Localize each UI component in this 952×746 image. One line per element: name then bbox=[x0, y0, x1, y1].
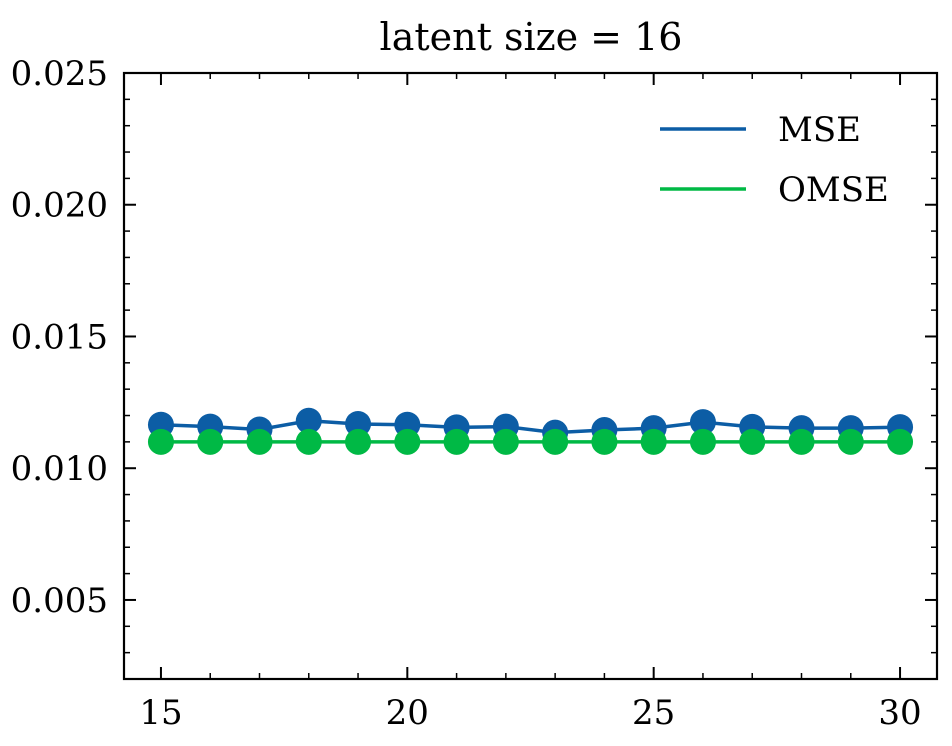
series-line-mse bbox=[160, 419, 901, 435]
point-omse bbox=[345, 428, 372, 455]
point-mse bbox=[295, 407, 322, 434]
point-omse bbox=[591, 428, 618, 455]
plot-frame bbox=[122, 71, 939, 681]
point-omse bbox=[394, 428, 421, 455]
x-tick-label: 25 bbox=[632, 693, 675, 733]
point-omse bbox=[837, 428, 864, 455]
point-mse bbox=[689, 409, 716, 436]
y-tick-label: 0.015 bbox=[11, 317, 108, 357]
point-omse bbox=[542, 428, 569, 455]
point-omse bbox=[640, 428, 667, 455]
point-omse bbox=[739, 428, 766, 455]
point-omse bbox=[887, 428, 914, 455]
legend-label-omse: OMSE bbox=[778, 170, 889, 210]
x-tick-label: 15 bbox=[139, 693, 182, 733]
x-tick-label: 30 bbox=[878, 693, 921, 733]
legend-label-mse: MSE bbox=[778, 110, 861, 150]
x-tick-label: 20 bbox=[386, 693, 429, 733]
point-omse bbox=[443, 428, 470, 455]
y-tick-label: 0.010 bbox=[11, 449, 108, 489]
y-tick-label: 0.005 bbox=[11, 581, 108, 621]
chart-title: latent size = 16 bbox=[380, 15, 683, 59]
point-omse bbox=[147, 428, 174, 455]
point-omse bbox=[197, 428, 224, 455]
y-tick-label: 0.025 bbox=[11, 54, 108, 94]
point-omse bbox=[295, 428, 322, 455]
point-omse bbox=[689, 428, 716, 455]
y-tick-label: 0.020 bbox=[11, 186, 108, 226]
point-omse bbox=[492, 428, 519, 455]
point-mse bbox=[345, 410, 372, 437]
point-omse bbox=[246, 428, 273, 455]
point-omse bbox=[788, 428, 815, 455]
